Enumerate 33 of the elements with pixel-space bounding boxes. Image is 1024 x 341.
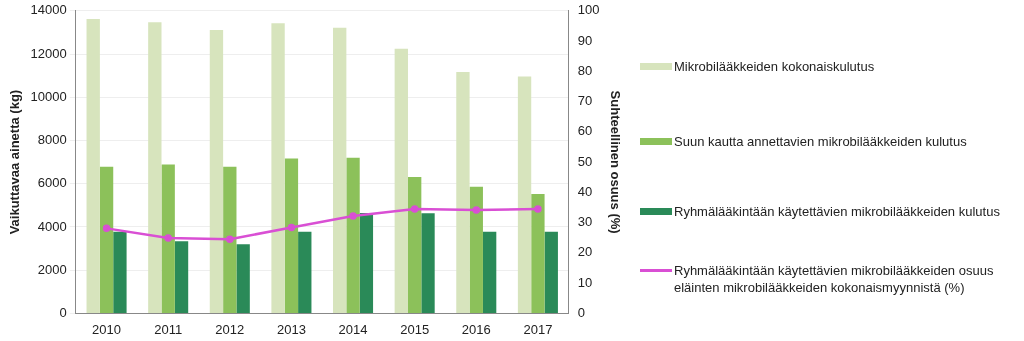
y2-tick-label: 0 <box>577 304 585 320</box>
y2-tick-label: 70 <box>577 93 593 109</box>
y2-tick-label: 50 <box>577 153 593 169</box>
y-tick-label: 14000 <box>30 2 67 18</box>
y-tick-label: 10000 <box>30 88 67 104</box>
y-tick-label: 2000 <box>37 261 67 277</box>
x-tick-label: 2014 <box>338 321 368 337</box>
legend-label: Ryhmälääkintään käytettävien mikrobilääkkeiden osuus eläinten mikrobilääkkeiden kokonaismyynnistä (%) <box>674 262 995 296</box>
y-axis-title: Vaikuttavaa ainetta (kg) <box>7 89 23 235</box>
y2-tick-label: 90 <box>577 32 593 48</box>
x-tick-label: 2015 <box>400 321 430 337</box>
x-tick-label: 2012 <box>215 321 245 337</box>
y2-tick-label: 10 <box>577 274 593 290</box>
x-tick-label: 2011 <box>154 321 183 337</box>
legend-label: Ryhmälääkintään käytettävien mikrobilääkkeiden kulutus <box>674 203 1000 220</box>
y-tick-label: 0 <box>59 304 67 320</box>
y2-tick-label: 20 <box>577 244 593 260</box>
y2-tick-label: 40 <box>577 183 593 199</box>
x-tick-label: 2016 <box>461 321 491 337</box>
y2-tick-label: 60 <box>577 123 593 139</box>
y-tick-label: 6000 <box>37 175 67 191</box>
y2-tick-label: 80 <box>577 62 593 78</box>
legend-label: Suun kautta annettavien mikrobilääkkeiden kulutus <box>674 133 967 150</box>
y2-axis-title: Suhteellinen osuus (%) <box>607 90 623 234</box>
y2-tick-label: 100 <box>577 2 600 18</box>
x-tick-label: 2010 <box>92 321 122 337</box>
y2-tick-label: 30 <box>577 214 593 230</box>
x-tick-label: 2013 <box>276 321 306 337</box>
y-tick-label: 12000 <box>30 45 67 61</box>
y-tick-label: 8000 <box>37 132 67 148</box>
legend-label: Mikrobilääkkeiden kokonaiskulutus <box>674 58 875 75</box>
x-tick-label: 2017 <box>523 321 553 337</box>
y-tick-label: 4000 <box>37 218 67 234</box>
